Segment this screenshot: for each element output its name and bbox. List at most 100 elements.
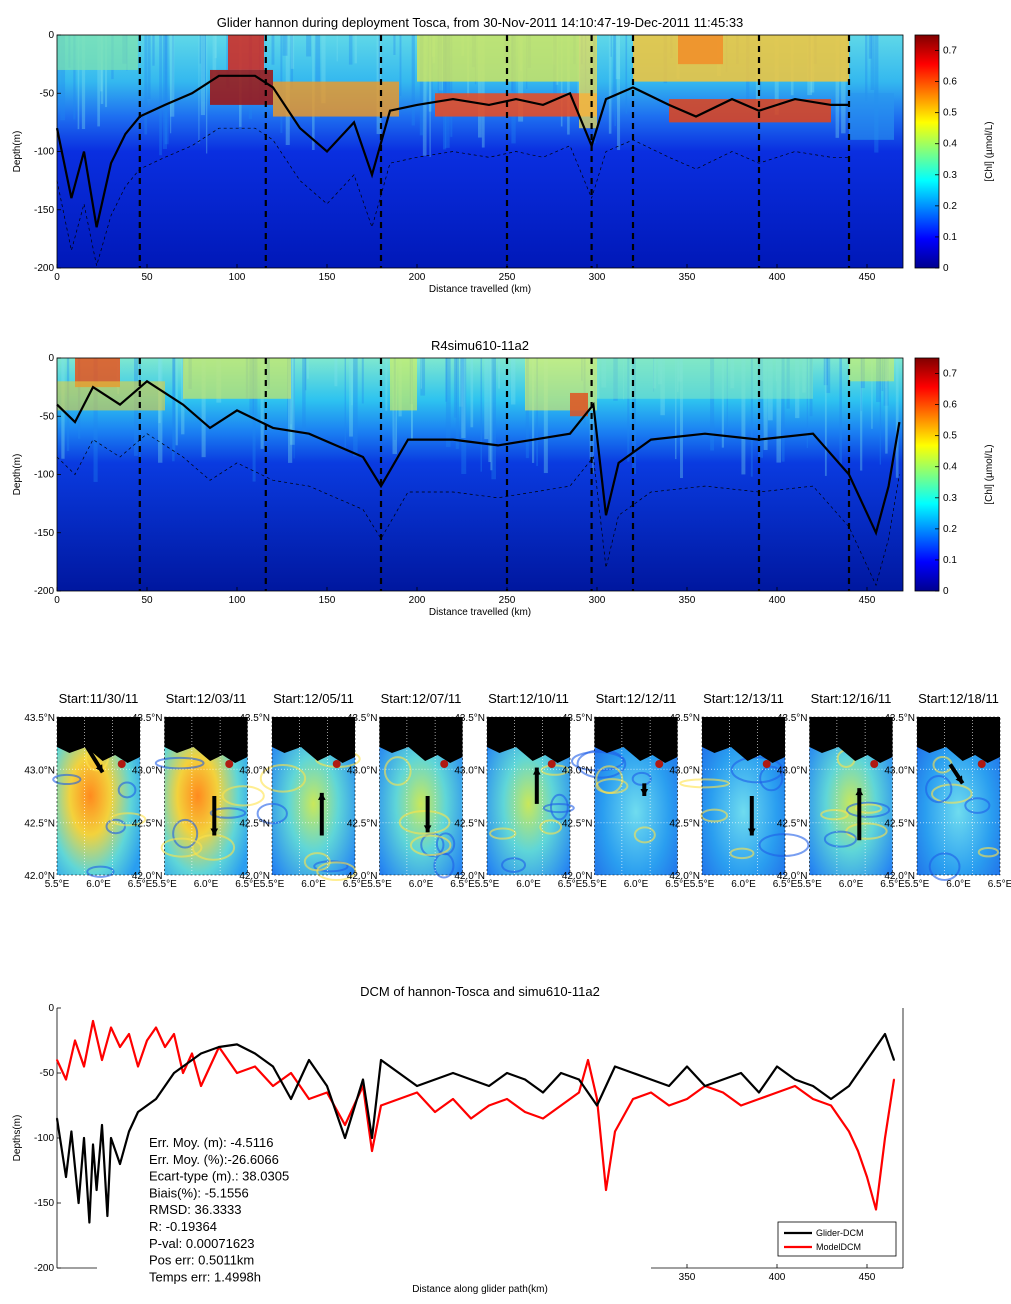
- dcm-data-point: [65, 1078, 67, 1081]
- model-texture-streak: [172, 358, 175, 462]
- glider-texture-streak: [60, 35, 66, 121]
- glider-texture-streak: [170, 35, 172, 134]
- model-y-tick-label: -200: [34, 586, 54, 597]
- glider-chl-patch: [435, 93, 597, 117]
- dcm-data-point: [326, 1085, 328, 1087]
- dcm-data-point: [164, 1085, 166, 1087]
- map-lat-label: 43.0°N: [669, 766, 700, 777]
- dcm-x-tick-label: 450: [859, 1272, 876, 1283]
- map-lat-label: 43.5°N: [239, 713, 270, 724]
- map-title: Start:12/18/11: [918, 691, 999, 706]
- dcm-data-point: [344, 1137, 346, 1139]
- map-land: [917, 717, 1000, 763]
- map-title: Start:12/10/11: [488, 691, 569, 706]
- glider-texture-streak: [477, 35, 482, 138]
- map-lat-label: 42.0°N: [454, 871, 485, 882]
- map-land: [57, 717, 140, 763]
- glider-y-tick-label: -100: [34, 147, 54, 158]
- glider-x-tick-label: 350: [679, 272, 696, 283]
- map-eddy: [759, 765, 784, 792]
- dcm-y-tick-label: -150: [34, 1198, 54, 1209]
- map-lon-label: 6.5°E: [235, 879, 260, 890]
- dcm-data-point: [371, 1150, 373, 1152]
- dcm-data-point: [110, 1026, 112, 1029]
- glider-chl-patch: [633, 35, 849, 82]
- glider-texture-streak: [868, 35, 872, 59]
- map-lat-label: 43.0°N: [132, 766, 163, 777]
- map-eddy: [758, 833, 810, 858]
- model-texture-streak: [592, 358, 594, 474]
- map-frame: [701, 716, 786, 876]
- map-lat-label: 42.0°N: [347, 871, 378, 882]
- glider-chl-patch: [678, 35, 723, 65]
- glider-x-tick-label: 50: [141, 272, 153, 283]
- map-eddy: [209, 807, 247, 819]
- dcm-stat-line: Biais(%): -5.1556: [149, 1185, 249, 1200]
- map-eddy: [729, 847, 755, 860]
- map-lat-label: 43.0°N: [884, 766, 915, 777]
- glider-texture-streak: [411, 35, 415, 126]
- model-x-tick-label: 300: [589, 595, 606, 606]
- dcm-y-tick-label: 0: [48, 1003, 54, 1014]
- map-coastal-bloom: [655, 760, 664, 768]
- map-title: Start:11/30/11: [59, 691, 139, 706]
- model-dcm-line: [56, 379, 901, 537]
- dcm-data-point: [119, 1046, 121, 1048]
- model-texture-streak: [181, 358, 185, 435]
- glider-x-tick-label: 300: [589, 272, 606, 283]
- dcm-data-point: [101, 1059, 103, 1061]
- glider-texture-streak: [450, 35, 453, 137]
- dcm-data-point: [56, 1059, 58, 1061]
- model-texture-streak: [781, 358, 785, 462]
- map-lon-label: 6.0°E: [731, 879, 756, 890]
- glider-dcm-line: [55, 74, 849, 228]
- model-texture-streak: [455, 358, 459, 449]
- map-lat-label: 42.5°N: [562, 818, 593, 829]
- dcm-x-label: Distance along glider path(km): [412, 1284, 548, 1295]
- dcm-data-point: [794, 1078, 796, 1081]
- glider-x-tick-label: 400: [769, 272, 786, 283]
- dcm-data-point: [344, 1124, 346, 1126]
- map-glider-arrowhead: [640, 788, 649, 796]
- dcm-data-point: [380, 1104, 382, 1107]
- glider-x-tick-label: 450: [859, 272, 876, 283]
- model-texture-streak: [488, 358, 491, 463]
- map-lat-label: 42.0°N: [239, 871, 270, 882]
- dcm-data-point: [173, 1072, 175, 1074]
- map-eddy: [398, 809, 451, 835]
- model-texture-streak: [349, 358, 353, 437]
- model-texture-streak: [758, 358, 764, 458]
- dcm-data-point: [88, 1221, 91, 1224]
- glider-texture-streak: [614, 35, 617, 126]
- model-texture-streak: [201, 358, 206, 458]
- model-texture-streak: [871, 358, 873, 429]
- model-texture-streak: [721, 358, 724, 448]
- model-x-tick-label: 100: [229, 595, 246, 606]
- dcm-data-point: [434, 1111, 436, 1113]
- map-frame: [594, 716, 678, 876]
- map-lat-label: 42.5°N: [777, 818, 808, 829]
- map-eddy: [154, 756, 205, 770]
- glider-texture-streak: [429, 35, 431, 157]
- model-texture-streak: [710, 358, 715, 451]
- glider-y-tick-label: -50: [40, 88, 55, 99]
- map-lon-label: 6.0°E: [86, 879, 111, 890]
- map-eddy: [435, 832, 456, 856]
- model-texture-streak: [823, 358, 828, 386]
- map-eddy: [730, 756, 784, 784]
- dcm-data-point: [106, 1215, 109, 1217]
- map-lat-label: 42.0°N: [24, 871, 55, 882]
- model-colorbar-tick-label: 0.2: [943, 524, 957, 535]
- model-colorbar-tick-label: 0.7: [943, 369, 957, 380]
- map-eddy: [221, 785, 265, 807]
- glider-texture-streak: [321, 35, 326, 104]
- glider-texture-streak: [567, 35, 570, 135]
- glider-texture-streak: [290, 35, 295, 69]
- dcm-data-point: [542, 1117, 544, 1120]
- model-chl-patch: [570, 392, 588, 417]
- glider-y-tick-label: -200: [34, 263, 54, 274]
- glider-texture-streak: [147, 35, 151, 99]
- glider-x-tick-label: 100: [229, 272, 246, 283]
- glider-chl-patch: [849, 93, 894, 140]
- dcm-data-point: [524, 1111, 526, 1113]
